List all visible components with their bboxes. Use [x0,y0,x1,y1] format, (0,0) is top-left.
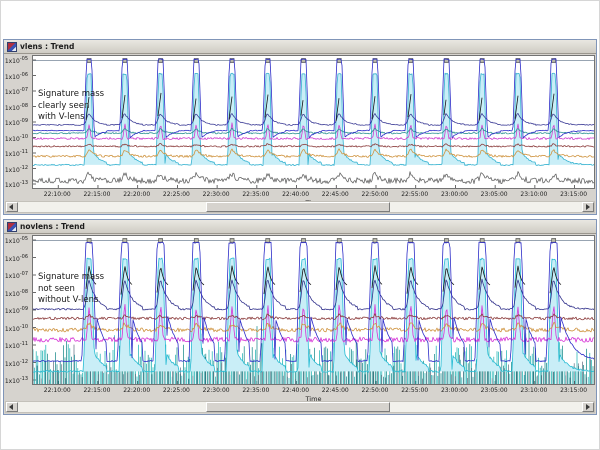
x-tick-label: 22:25:00 [162,387,190,394]
y-tick-label: 1x10-07 [4,271,28,280]
y-tick-label: 1x10-05 [4,236,28,245]
y-tick-label: 1x10-12 [4,358,28,368]
y-tick-label: 1x10-08 [4,288,28,298]
x-tick-label: 23:00:00 [440,191,468,198]
plot-area[interactable]: Signature mass clearly seen with V-lens [32,55,595,189]
y-tick-label: 1x10-13 [4,180,28,189]
annotation-line: not seen [38,283,75,294]
trend-chart-svg [33,58,594,188]
horizontal-scrollbar[interactable] [5,401,595,413]
x-tick-label: 22:15:00 [83,387,111,394]
window-content: 1x10-05 1x10-06 1x10-07 1x10-08 1x10-09 1x10-… [4,54,596,213]
horizontal-scrollbar[interactable] [5,201,595,213]
window-titlebar[interactable]: novlens : Trend [4,220,596,234]
x-tick-label: 23:10:00 [520,387,548,394]
y-tick-label: 1x10-12 [4,164,28,174]
x-tick-label: 22:45:00 [321,387,349,394]
x-tick-label: 22:35:00 [242,387,270,394]
y-tick-label: 1x10-11 [4,149,28,158]
window-title: novlens : Trend [20,222,85,231]
trend-window-novlens: novlens : Trend 1x10-05 1x10-06 1x10-07 1x1… [3,219,597,415]
x-tick-label: 22:10:00 [43,387,71,394]
x-tick-label: 22:35:00 [242,191,270,198]
y-tick-label: 1x10-10 [4,323,28,333]
y-tick-label: 1x10-09 [4,118,28,127]
y-tick-label: 1x10-06 [4,253,28,263]
scrollbar-thumb[interactable] [206,402,391,412]
x-tick-label: 22:15:00 [83,191,111,198]
x-tick-label: 22:20:00 [123,387,151,394]
x-axis: Time 22:10:00 22:15:00 22:20:00 22:25:00 22:… [32,386,595,403]
x-axis-title: Time [305,395,322,403]
y-tick-label: 1x10-11 [4,341,28,350]
plot-area[interactable]: Signature mass not seen without V-lens [32,235,595,385]
trend-window-vlens: vlens : Trend 1x10-05 1x10-06 1x10-07 1x10-… [3,39,597,215]
scroll-right-arrow-icon[interactable] [582,402,594,412]
x-tick-label: 23:05:00 [480,191,508,198]
x-tick-label: 22:30:00 [202,387,230,394]
x-tick-label: 23:05:00 [480,387,508,394]
chart-annotation: Signature mass clearly seen with V-lens [38,89,104,124]
x-tick-label: 22:20:00 [123,191,151,198]
annotation-line: Signature mass [38,272,105,282]
x-tick-label: 22:10:00 [43,191,71,198]
annotation-line: clearly seen [38,100,90,111]
y-tick-label: 1x10-13 [4,376,28,385]
x-tick-label: 22:50:00 [361,387,389,394]
window-title: vlens : Trend [20,42,75,51]
y-tick-label: 1x10-07 [4,87,28,96]
x-tick-label: 22:40:00 [282,191,310,198]
annotation-line: with V-lens [38,112,85,122]
x-tick-label: 22:45:00 [321,191,349,198]
window-content: 1x10-05 1x10-06 1x10-07 1x10-08 1x10-09 1x10-… [4,234,596,413]
x-tick-label: 23:15:00 [560,387,588,394]
x-tick-label: 22:50:00 [361,191,389,198]
window-titlebar[interactable]: vlens : Trend [4,40,596,54]
y-tick-label: 1x10-05 [4,56,28,65]
y-tick-label: 1x10-06 [4,71,28,81]
y-tick-label: 1x10-09 [4,306,28,315]
x-tick-label: 22:55:00 [401,387,429,394]
scrollbar-thumb[interactable] [206,202,391,212]
x-tick-label: 22:55:00 [401,191,429,198]
trend-chart-svg [33,238,594,384]
x-tick-label: 23:15:00 [560,191,588,198]
scroll-left-arrow-icon[interactable] [6,202,18,212]
x-tick-label: 22:40:00 [282,387,310,394]
y-tick-label: 1x10-08 [4,102,28,112]
trend-window-icon [7,221,17,232]
x-tick-label: 23:10:00 [520,191,548,198]
x-tick-label: 22:30:00 [202,191,230,198]
y-tick-label: 1x10-10 [4,133,28,143]
trend-window-icon [7,41,17,52]
x-tick-label: 22:25:00 [162,191,190,198]
chart-annotation: Signature mass not seen without V-lens [38,272,104,307]
x-tick-label: 23:00:00 [440,387,468,394]
scroll-left-arrow-icon[interactable] [6,402,18,412]
annotation-line: Signature mass [38,89,105,99]
annotation-line: without V-lens [38,295,99,305]
scroll-right-arrow-icon[interactable] [582,202,594,212]
